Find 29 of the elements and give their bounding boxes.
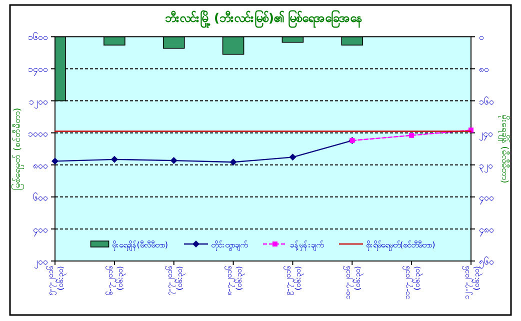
chart-title: ဘီးလင်းမြို့ (ဘီးလင်းမြစ်)၏ မြစ်ရေအခြေအနေ: [164, 8, 362, 29]
legend-label: ခန့်မှန်းချက်: [290, 240, 323, 252]
y-tick-label: ၈၀၀: [33, 161, 48, 172]
point: [289, 154, 296, 161]
y-tick-label: ၄၀၀: [33, 225, 48, 236]
y2-tick-label: ၈၀: [479, 65, 489, 76]
y2-tick-label: ၁၆၀: [479, 96, 494, 108]
point: [52, 158, 58, 165]
y-tick-label: ၂၀၀: [34, 258, 48, 268]
legend-label: စိုးရိမ်ရေမှတ်(စင်တီမီတာ): [366, 240, 436, 252]
y-tick-label: ၁၆၀၀: [28, 32, 48, 44]
legend-label: တိုင်းထွာချက်: [211, 240, 247, 252]
y2-tick-label: ၄၀၀: [479, 193, 494, 204]
y2-tick-label: ၃၂၀: [479, 161, 493, 172]
point: [409, 132, 414, 138]
y2-tick-label: ၂၄၀: [479, 129, 493, 140]
point: [170, 157, 178, 164]
point: [230, 158, 237, 166]
y-tick-label: ၁၀၀၀: [28, 129, 48, 140]
point: [110, 156, 118, 163]
legend-label: မိုးရေချိန်(မီလီမီတာ): [112, 240, 168, 252]
y2-tick-label: ၄၈၀: [479, 225, 494, 236]
y-tick-label: ၆၀၀: [33, 192, 48, 204]
y2-axis-title: မိုးရေချိန် (မီလီမီတာ): [498, 114, 510, 184]
y2-tick-label: ၀: [479, 33, 484, 44]
y-axis-title: မြစ်ရေမှတ် (စင်တီမီတာ): [11, 108, 24, 190]
y2-tick-label: ၅၆၀: [479, 256, 494, 268]
y-tick-label: ၁၄၀၀: [28, 65, 48, 76]
y-tick-label: ၁၂၀၀: [29, 97, 48, 108]
